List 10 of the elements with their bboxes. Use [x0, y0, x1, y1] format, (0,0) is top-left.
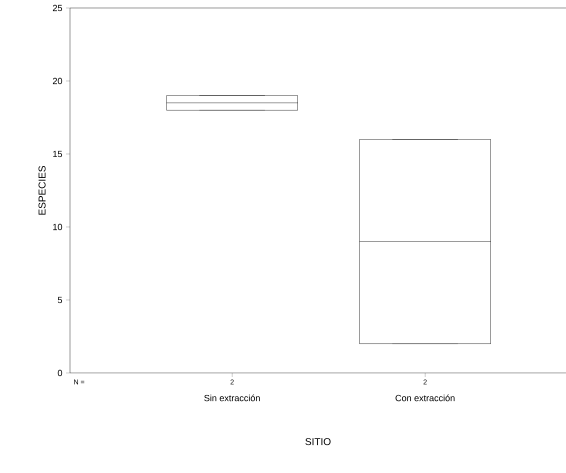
y-tick-label: 15	[53, 150, 62, 158]
x-tick-label: Sin extracción	[204, 394, 260, 402]
y-axis-title: ESPECIES	[38, 166, 46, 215]
y-tick-label: 0	[58, 370, 62, 376]
y-tick-label: 25	[52, 4, 62, 12]
y-tick-label: 5	[58, 296, 62, 304]
y-tick-label: 20	[52, 78, 62, 84]
x-axis-title: SITIO	[305, 438, 331, 446]
y-tick-label: 10	[53, 224, 62, 230]
x-tick-label: Con extracción	[396, 394, 455, 402]
